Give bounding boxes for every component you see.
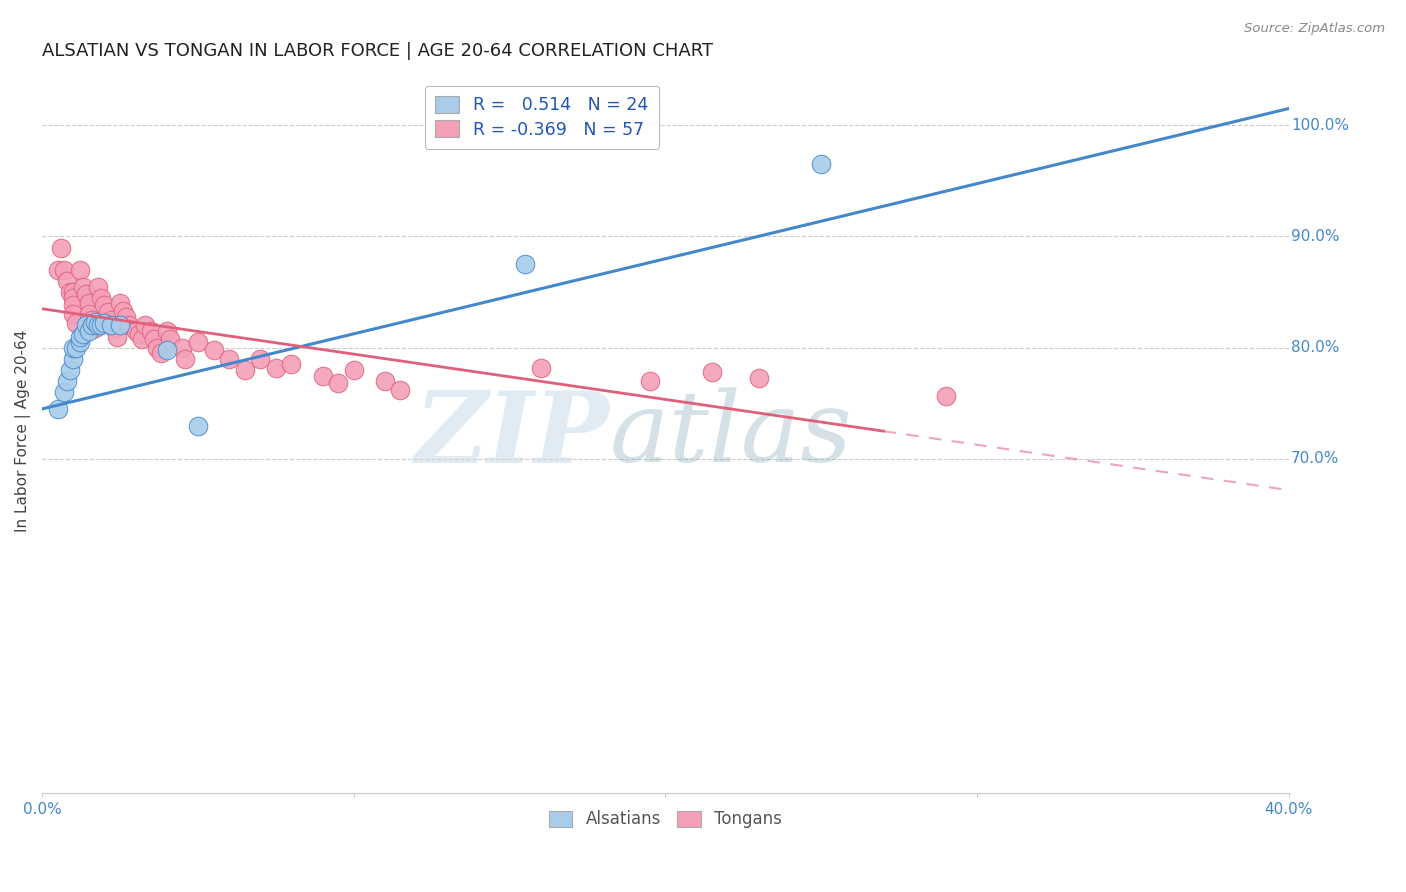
Point — [93, 316, 115, 330]
Point — [69, 335, 91, 350]
Point — [72, 327, 94, 342]
Point — [156, 343, 179, 357]
Point — [93, 298, 115, 312]
Point — [108, 296, 131, 310]
Point — [748, 370, 770, 384]
Point — [75, 318, 97, 333]
Point — [530, 360, 553, 375]
Point — [105, 329, 128, 343]
Point — [700, 365, 723, 379]
Point — [49, 241, 72, 255]
Point — [69, 263, 91, 277]
Point — [187, 335, 209, 350]
Point — [118, 318, 141, 333]
Legend: Alsatians, Tongans: Alsatians, Tongans — [543, 804, 789, 835]
Point — [343, 363, 366, 377]
Point — [233, 363, 256, 377]
Point — [374, 374, 396, 388]
Point — [264, 360, 287, 375]
Point — [46, 401, 69, 416]
Text: 90.0%: 90.0% — [1291, 229, 1340, 244]
Point — [59, 363, 82, 377]
Point — [810, 157, 832, 171]
Point — [935, 388, 957, 402]
Point — [638, 374, 661, 388]
Point — [202, 343, 225, 357]
Point — [72, 279, 94, 293]
Point — [90, 291, 112, 305]
Point — [62, 291, 84, 305]
Point — [75, 287, 97, 301]
Point — [172, 341, 194, 355]
Point — [159, 332, 181, 346]
Point — [124, 324, 146, 338]
Point — [59, 285, 82, 299]
Point — [62, 307, 84, 321]
Point — [280, 358, 302, 372]
Point — [328, 376, 350, 391]
Text: atlas: atlas — [609, 387, 852, 483]
Text: 80.0%: 80.0% — [1291, 340, 1340, 355]
Point — [62, 351, 84, 366]
Text: Source: ZipAtlas.com: Source: ZipAtlas.com — [1244, 22, 1385, 36]
Point — [100, 318, 122, 333]
Y-axis label: In Labor Force | Age 20-64: In Labor Force | Age 20-64 — [15, 330, 31, 533]
Point — [52, 263, 75, 277]
Point — [62, 298, 84, 312]
Point — [87, 279, 110, 293]
Point — [65, 341, 87, 355]
Point — [62, 285, 84, 299]
Point — [143, 332, 166, 346]
Point — [174, 351, 197, 366]
Point — [80, 313, 103, 327]
Point — [84, 320, 107, 334]
Point — [96, 305, 118, 319]
Point — [149, 346, 172, 360]
Point — [108, 318, 131, 333]
Point — [187, 418, 209, 433]
Point — [56, 374, 79, 388]
Point — [56, 274, 79, 288]
Point — [77, 324, 100, 338]
Point — [156, 324, 179, 338]
Point — [218, 351, 240, 366]
Text: ZIP: ZIP — [415, 386, 609, 483]
Point — [52, 385, 75, 400]
Point — [46, 263, 69, 277]
Point — [87, 318, 110, 333]
Point — [69, 329, 91, 343]
Text: 70.0%: 70.0% — [1291, 451, 1340, 467]
Text: 100.0%: 100.0% — [1291, 118, 1350, 133]
Point — [131, 332, 153, 346]
Point — [128, 327, 150, 342]
Point — [141, 324, 163, 338]
Point — [146, 341, 169, 355]
Text: ALSATIAN VS TONGAN IN LABOR FORCE | AGE 20-64 CORRELATION CHART: ALSATIAN VS TONGAN IN LABOR FORCE | AGE … — [42, 42, 713, 60]
Point — [249, 351, 271, 366]
Point — [103, 320, 125, 334]
Point — [65, 316, 87, 330]
Point — [100, 313, 122, 327]
Point — [112, 304, 135, 318]
Point — [134, 318, 156, 333]
Point — [62, 341, 84, 355]
Point — [90, 318, 112, 333]
Point — [80, 318, 103, 333]
Point — [389, 383, 412, 397]
Point — [311, 368, 333, 383]
Point — [115, 310, 138, 324]
Point — [77, 296, 100, 310]
Point — [77, 307, 100, 321]
Point — [515, 257, 537, 271]
Point — [84, 315, 107, 329]
